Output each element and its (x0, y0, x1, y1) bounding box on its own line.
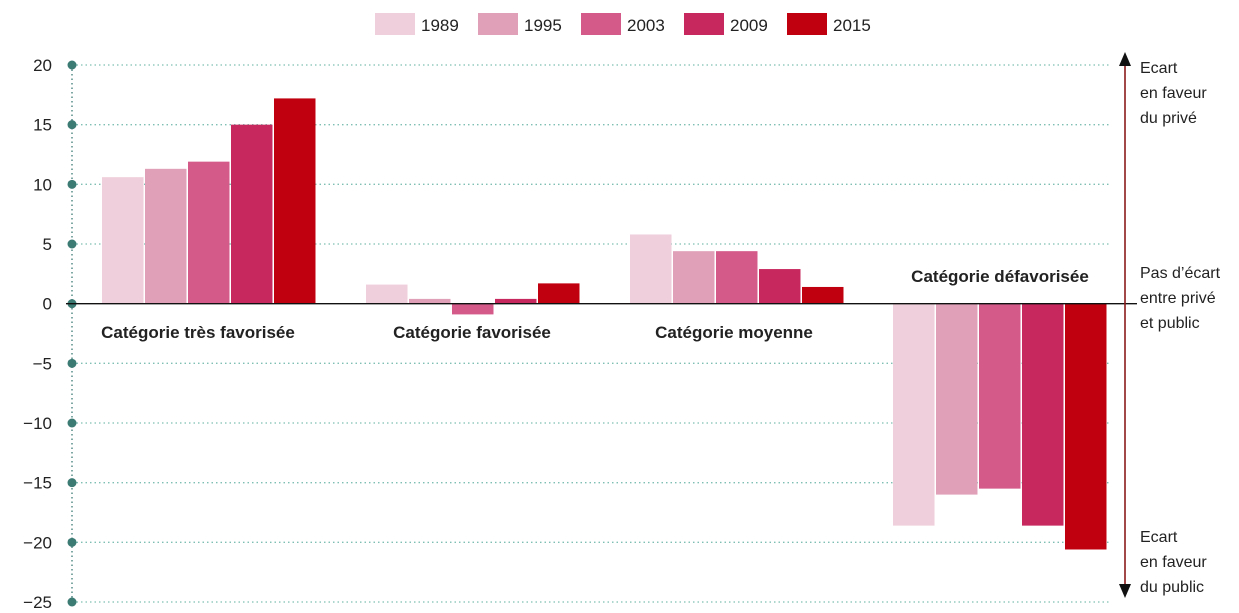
annotation-no-gap: entre privé (1140, 290, 1216, 307)
y-tick-label: 10 (33, 175, 52, 194)
y-tick-label: 0 (43, 295, 52, 314)
bar-1989 (366, 284, 408, 304)
y-tick-dot (67, 418, 77, 428)
bar-2015 (1065, 303, 1107, 550)
annotation-private-advantage: Ecart (1140, 60, 1178, 77)
bar-1995 (145, 168, 187, 304)
category-label: Catégorie défavorisée (911, 267, 1089, 286)
arrow-down-icon (1119, 584, 1131, 598)
bar-1995 (409, 298, 451, 304)
legend-label-1995: 1995 (524, 16, 562, 35)
y-tick-label: −15 (23, 474, 52, 493)
annotation-private-advantage: en faveur (1140, 85, 1207, 102)
annotation-public-advantage: du public (1140, 579, 1204, 596)
category-label: Catégorie très favorisée (101, 323, 295, 342)
annotation-no-gap: Pas d’écart (1140, 265, 1221, 282)
bar-2015 (274, 98, 316, 304)
annotation-no-gap: et public (1140, 315, 1200, 332)
legend-label-2003: 2003 (627, 16, 665, 35)
category-label: Catégorie moyenne (655, 323, 813, 342)
bar-2009 (231, 124, 273, 304)
bar-1989 (102, 177, 144, 304)
legend-label-2009: 2009 (730, 16, 768, 35)
annotation-public-advantage: Ecart (1140, 529, 1178, 546)
y-tick-label: −10 (23, 414, 52, 433)
annotation-private-advantage: du privé (1140, 110, 1197, 127)
legend-label-2015: 2015 (833, 16, 871, 35)
y-tick-label: 5 (43, 235, 52, 254)
y-tick-label: 15 (33, 116, 52, 135)
y-tick-label: −5 (33, 354, 52, 373)
legend-label-1989: 1989 (421, 16, 459, 35)
bar-2003 (716, 251, 758, 304)
bar-2003 (979, 303, 1021, 489)
bar-2009 (495, 298, 537, 304)
bar-2009 (1022, 303, 1064, 526)
y-tick-label: −20 (23, 533, 52, 552)
arrow-up-icon (1119, 52, 1131, 66)
bar-2015 (802, 286, 844, 304)
bar-1989 (630, 234, 672, 304)
y-tick-label: 20 (33, 56, 52, 75)
y-tick-dot (67, 179, 77, 189)
y-tick-dot (67, 478, 77, 488)
legend-swatch-2003 (581, 13, 621, 35)
bar-2015 (538, 283, 580, 304)
bar-1989 (893, 303, 935, 526)
legend-swatch-2009 (684, 13, 724, 35)
legend-swatch-2015 (787, 13, 827, 35)
bar-2003 (452, 303, 494, 315)
y-tick-dot (67, 239, 77, 249)
legend-swatch-1989 (375, 13, 415, 35)
bar-1995 (673, 251, 715, 304)
annotation-public-advantage: en faveur (1140, 554, 1207, 571)
legend-swatch-1995 (478, 13, 518, 35)
bar-2009 (759, 269, 801, 304)
bar-1995 (936, 303, 978, 495)
category-label: Catégorie favorisée (393, 323, 551, 342)
y-tick-label: −25 (23, 593, 52, 608)
bar-2003 (188, 161, 230, 304)
